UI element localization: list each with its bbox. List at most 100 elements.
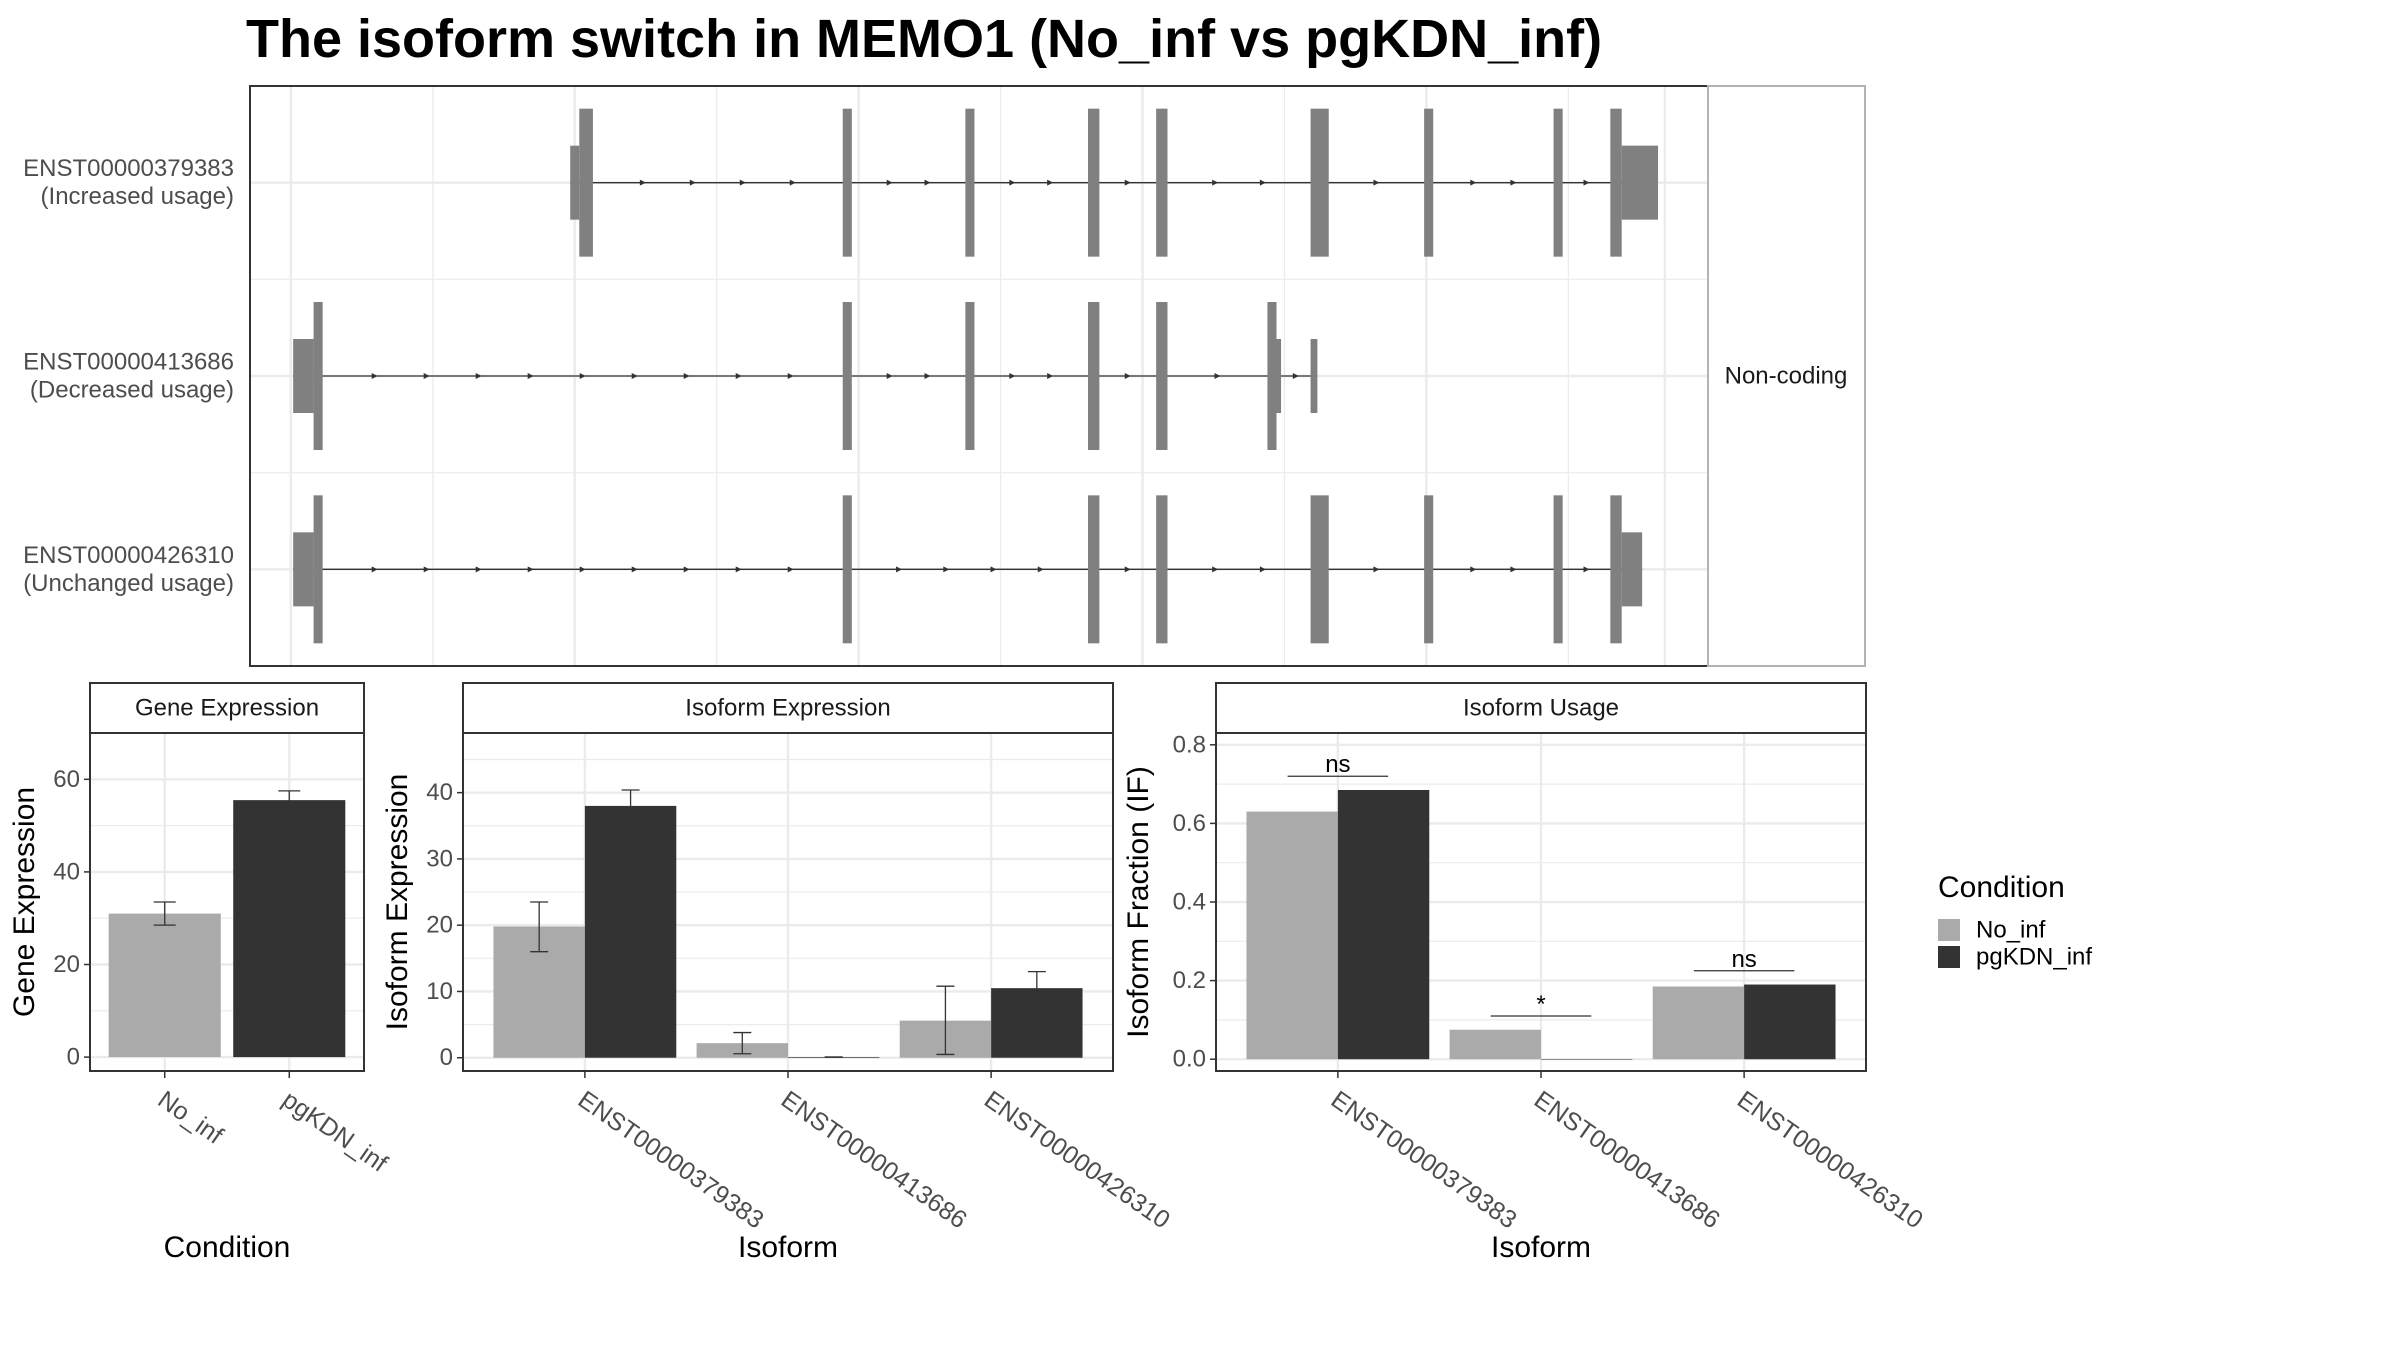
- significance-label: ns: [1731, 946, 1756, 973]
- strand-arrow: [1124, 566, 1131, 573]
- y-axis-title: Gene Expression: [8, 787, 41, 1017]
- strand-arrow: [1047, 373, 1054, 379]
- transcript-labels: ENST00000379383(Increased usage) ENST0000…: [23, 155, 234, 597]
- strand-arrow: [787, 566, 794, 573]
- strand-arrow: [631, 373, 638, 379]
- bar-no-inf: [1652, 986, 1745, 1060]
- y-tick-label: 0: [440, 1044, 453, 1071]
- legend-key-pgkdn-inf: [1938, 946, 1960, 968]
- coding-exon: [842, 302, 852, 450]
- y-tick-label: 20: [53, 951, 80, 978]
- legend-title: Condition: [1938, 871, 2065, 904]
- coding-exon: [1553, 495, 1563, 644]
- coding-exon: [579, 108, 593, 257]
- strand-arrow: [1510, 566, 1517, 573]
- transcript-usage-label: (Increased usage): [41, 183, 234, 210]
- legend-key-no-inf: [1938, 919, 1960, 941]
- gene-expression-panel: 0 20 40 60 Gene Expression No_inf pgKDN_inf Con…: [8, 682, 392, 1264]
- y-tick-label: 0.6: [1173, 810, 1206, 837]
- strand-arrow: [789, 179, 796, 186]
- x-tick-label: No_inf: [153, 1086, 228, 1150]
- strand-arrow: [423, 373, 430, 379]
- strand-arrow: [1124, 179, 1131, 186]
- x-tick-label: ENST00000426310: [1732, 1086, 1928, 1235]
- strand-arrow: [1259, 566, 1266, 573]
- bar-no-inf: [1246, 811, 1338, 1060]
- bar-no-inf: [1449, 1029, 1541, 1060]
- coding-exon: [965, 108, 975, 257]
- facet-strip: [89, 682, 365, 734]
- coding-exon: [1156, 495, 1168, 644]
- strand-arrow: [1292, 373, 1299, 379]
- transcript-usage-label: (Unchanged usage): [23, 570, 234, 597]
- strand-arrow: [1470, 179, 1477, 186]
- coding-exon: [1553, 108, 1563, 257]
- y-tick-label: 40: [53, 858, 80, 885]
- strand-arrow: [475, 373, 482, 379]
- x-axis-title: Condition: [164, 1231, 291, 1264]
- coding-exon: [1424, 108, 1434, 257]
- strand-arrow: [631, 566, 638, 573]
- facet-strip-label: Isoform Expression: [685, 695, 890, 722]
- strand-arrow: [1259, 179, 1266, 186]
- legend-label-pgkdn-inf: pgKDN_inf: [1976, 944, 2092, 971]
- facet-strip: [1215, 682, 1867, 734]
- gene-structure-strip: [1707, 85, 1866, 667]
- strand-arrow: [1212, 566, 1219, 573]
- strand-arrow: [1214, 373, 1221, 379]
- bar-panels: 0 20 40 60 Gene Expression No_inf pgKDN_inf Con…: [8, 682, 1928, 1264]
- strand-arrow: [579, 566, 586, 573]
- strand-arrow: [371, 566, 378, 573]
- strand-arrow: [527, 373, 534, 379]
- strand-arrow: [886, 179, 893, 186]
- utr-exon: [293, 339, 314, 413]
- y-tick-label: 0.4: [1173, 889, 1206, 916]
- strand-arrow: [1037, 566, 1044, 573]
- significance-label: *: [1536, 991, 1545, 1018]
- figure-title: The isoform switch in MEMO1 (No_inf vs p…: [246, 9, 1602, 69]
- strand-arrow: [689, 179, 696, 186]
- transcript-enst00000413686: [293, 302, 1318, 450]
- utr-exon: [1310, 339, 1318, 413]
- strand-arrow: [1510, 179, 1517, 186]
- utr-exon: [570, 145, 580, 220]
- coding-exon: [1088, 302, 1100, 450]
- strand-arrow: [1583, 566, 1590, 573]
- x-axis-title: Isoform: [738, 1231, 838, 1264]
- bar-pgkdn-inf: [1744, 984, 1836, 1060]
- strand-arrow: [896, 566, 903, 573]
- strand-arrow: [739, 179, 746, 186]
- coding-exon: [842, 108, 852, 257]
- significance-label: ns: [1325, 751, 1350, 778]
- legend-label-no-inf: No_inf: [1976, 917, 2046, 944]
- strand-arrow: [423, 566, 430, 573]
- y-tick-label: 0.2: [1173, 967, 1206, 994]
- x-tick-label: ENST00000413686: [1529, 1086, 1725, 1235]
- strand-arrow: [1373, 566, 1380, 573]
- strand-arrow: [371, 373, 378, 379]
- coding-exon: [1610, 108, 1622, 257]
- bar-pgkdn-inf: [1337, 789, 1430, 1060]
- gene-structure-strip-label: Non-coding: [1725, 363, 1848, 390]
- x-tick-label: pgKDN_inf: [277, 1086, 392, 1178]
- coding-exon: [1156, 108, 1168, 257]
- strand-arrow: [683, 373, 690, 379]
- bar-pgkdn-inf: [233, 800, 346, 1058]
- y-axis-title: Isoform Fraction (IF): [1122, 766, 1155, 1038]
- coding-exon: [1156, 302, 1168, 450]
- facet-strip: [462, 682, 1114, 734]
- coding-exon: [1610, 495, 1622, 644]
- strand-arrow: [1124, 373, 1131, 379]
- strand-arrow: [1212, 179, 1219, 186]
- transcript-enst00000426310: [293, 495, 1643, 644]
- x-axis-title: Isoform: [1491, 1231, 1591, 1264]
- isoform-expression-panel: 0 10 20 30 40 Isoform Expression ENST000003793…: [381, 682, 1175, 1264]
- strand-arrow: [527, 566, 534, 573]
- strand-arrow: [735, 373, 742, 379]
- strand-arrow: [579, 373, 586, 379]
- facet-strip-label: Gene Expression: [135, 695, 319, 722]
- coding-exon: [1310, 495, 1329, 644]
- y-tick-label: 0.0: [1173, 1046, 1206, 1073]
- strand-arrow: [1470, 566, 1477, 573]
- transcript-id-label: ENST00000413686: [23, 349, 234, 376]
